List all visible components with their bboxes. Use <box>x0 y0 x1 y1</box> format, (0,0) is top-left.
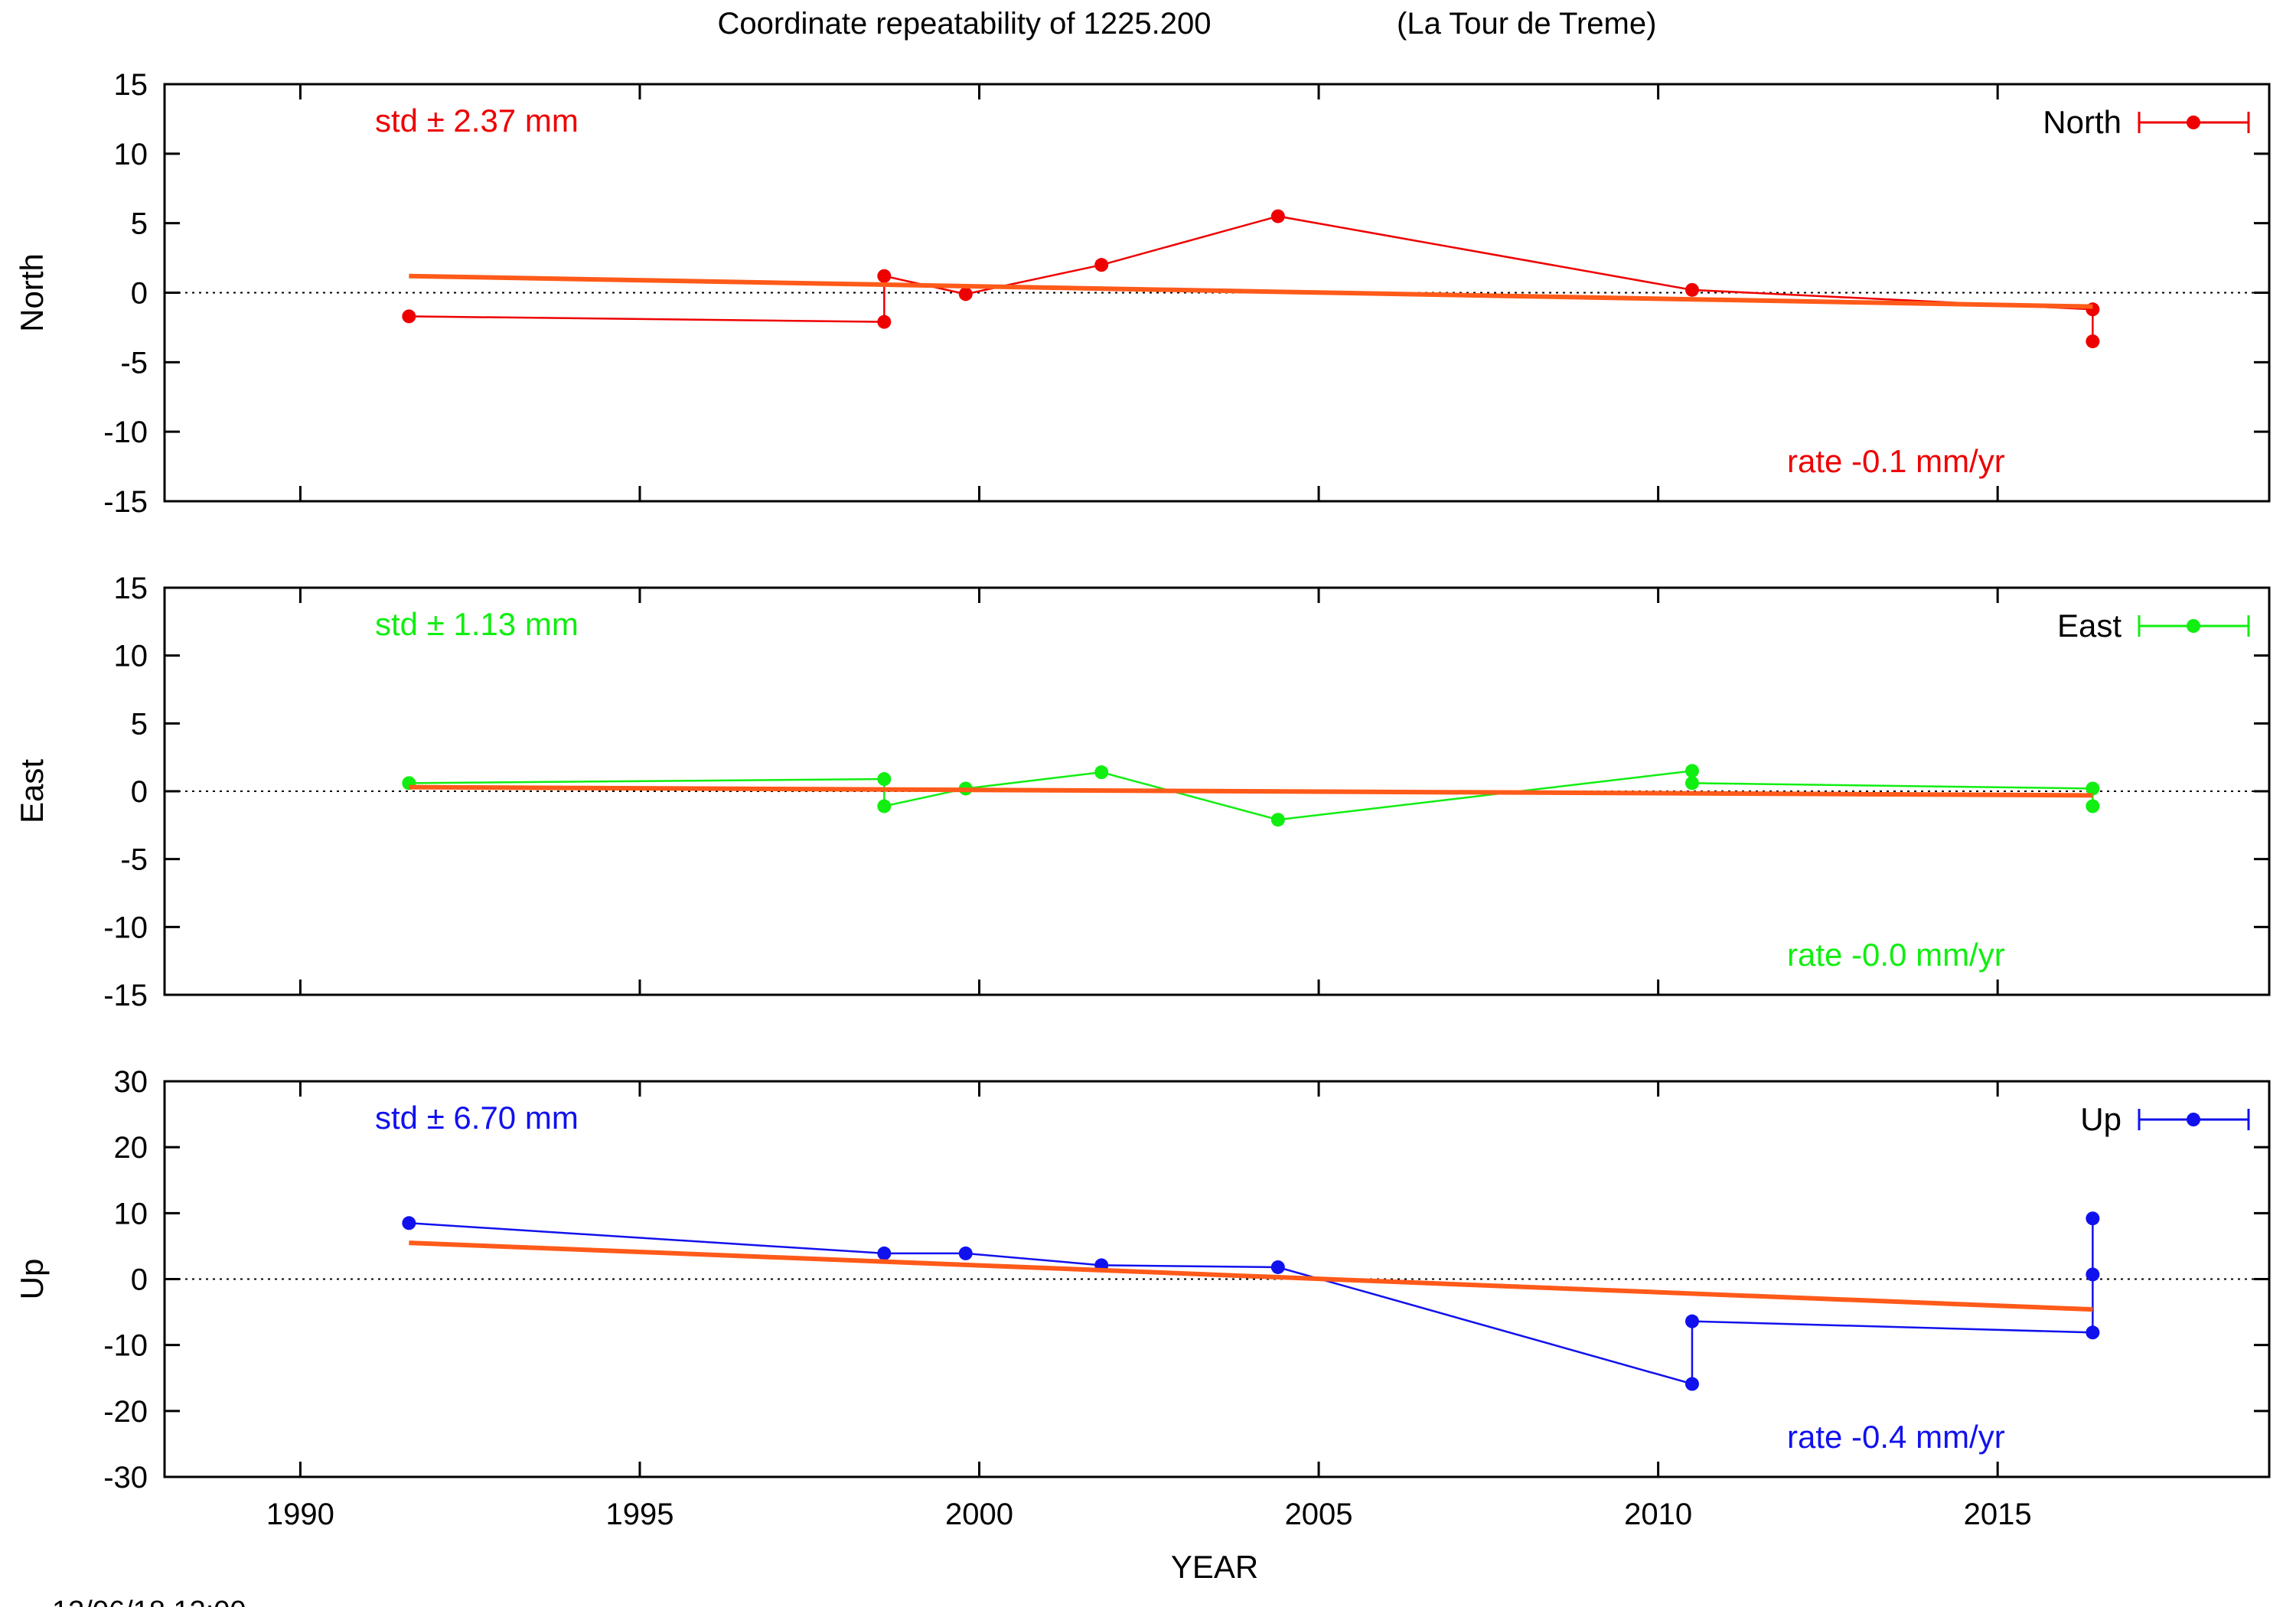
x-axis-label: YEAR <box>1171 1549 1258 1585</box>
east-y-tick-label: -5 <box>120 843 148 877</box>
north-std-label: std ± 2.37 mm <box>375 103 579 139</box>
east-data-point <box>2086 781 2100 796</box>
panel-up: -30 -20 -10 0 10 20 30 Up std ± 6.70 mm rate -0.4… <box>14 1065 2271 1495</box>
north-y-tick-label: 0 <box>131 277 148 311</box>
up-legend-label: Up <box>2080 1101 2122 1137</box>
timestamp: 13/06/18 13:00 <box>52 1596 246 1607</box>
north-y-tick-label: 15 <box>114 68 148 102</box>
east-data-point <box>877 799 892 813</box>
east-y-tick-label: 5 <box>131 707 148 741</box>
x-tick-label: 2010 <box>1624 1498 1692 1531</box>
east-data-point <box>1684 764 1699 778</box>
up-y-axis-label: Up <box>14 1259 50 1300</box>
east-legend-marker <box>2187 619 2200 633</box>
station-name: (La Tour de Treme) <box>1397 7 1656 41</box>
north-data-point <box>1684 282 1699 297</box>
north-y-tick-label: -10 <box>103 416 148 449</box>
up-data-point <box>2086 1325 2100 1340</box>
east-y-axis-label: East <box>14 759 50 823</box>
north-y-tick-label: -5 <box>120 346 148 380</box>
x-tick-label: 1990 <box>266 1498 334 1531</box>
east-data-point <box>1684 776 1699 790</box>
up-y-tick-label: 20 <box>114 1131 148 1165</box>
up-std-label: std ± 6.70 mm <box>375 1100 579 1136</box>
up-y-tick-label: -10 <box>103 1329 148 1363</box>
east-trend-line <box>409 784 2093 798</box>
x-tick-label: 2005 <box>1285 1498 1353 1531</box>
north-data-point <box>958 287 973 302</box>
panels-group: -15 -10 -5 0 5 10 15 North std ± 2.37 mm rate -0.… <box>14 68 2271 1495</box>
east-y-tick-label: 0 <box>131 775 148 809</box>
up-plot-frame <box>163 1080 2271 1478</box>
up-data-point <box>1684 1377 1699 1391</box>
up-y-tick-label: -20 <box>103 1395 148 1429</box>
up-data-point <box>1270 1260 1285 1274</box>
x-axis: 1990 1995 2000 2005 2010 2015 <box>266 1498 2032 1531</box>
east-y-tick-label: 15 <box>114 572 148 605</box>
up-y-tick-label: 10 <box>114 1197 148 1231</box>
up-y-tick-label: 0 <box>131 1263 148 1297</box>
north-data-point <box>1094 258 1109 272</box>
x-tick-label: 2000 <box>945 1498 1013 1531</box>
north-data-point <box>877 315 892 329</box>
east-y-tick-label: -10 <box>103 911 148 944</box>
north-data-point <box>877 269 892 283</box>
up-data-point <box>958 1246 973 1260</box>
east-data-point <box>2086 799 2100 813</box>
up-data-point <box>2086 1211 2100 1226</box>
north-y-axis-label: North <box>14 253 50 332</box>
north-data-point <box>1270 209 1285 223</box>
up-trend-line <box>409 1240 2093 1312</box>
up-y-tick-label: -30 <box>103 1461 148 1495</box>
chart-title: Coordinate repeatability of 1225.200 <box>718 7 1212 41</box>
panel-east: -15 -10 -5 0 5 10 15 East std ± 1.13 mm rate -0.0… <box>14 572 2271 1012</box>
north-y-tick-label: -15 <box>103 485 148 519</box>
up-legend-marker <box>2187 1113 2200 1126</box>
up-data-point <box>1684 1314 1699 1328</box>
east-y-tick-label: 10 <box>114 640 148 673</box>
east-legend-label: East <box>2057 608 2122 644</box>
north-trend-line <box>409 273 2093 309</box>
up-rate-label: rate -0.4 mm/yr <box>1787 1419 2005 1455</box>
east-data-point <box>877 772 892 787</box>
panel-north: -15 -10 -5 0 5 10 15 North std ± 2.37 mm rate -0.… <box>14 68 2271 519</box>
east-rate-label: rate -0.0 mm/yr <box>1787 937 2005 973</box>
east-data-point <box>1270 813 1285 827</box>
up-data-point <box>2086 1267 2100 1282</box>
east-std-label: std ± 1.13 mm <box>375 606 579 642</box>
north-y-tick-label: 10 <box>114 138 148 171</box>
north-legend-marker <box>2187 116 2200 129</box>
east-series-line <box>409 769 2094 821</box>
north-data-point <box>402 309 416 324</box>
up-data-point <box>877 1246 892 1260</box>
north-legend-label: North <box>2043 104 2122 140</box>
up-data-point <box>402 1216 416 1231</box>
north-data-point <box>2086 334 2100 349</box>
east-y-tick-label: -15 <box>103 979 148 1012</box>
x-tick-label: 1995 <box>605 1498 673 1531</box>
east-data-point <box>1094 765 1109 780</box>
x-tick-label: 2015 <box>1964 1498 2032 1531</box>
north-y-tick-label: 5 <box>131 207 148 241</box>
up-y-tick-label: 30 <box>114 1065 148 1099</box>
north-rate-label: rate -0.1 mm/yr <box>1787 443 2005 479</box>
